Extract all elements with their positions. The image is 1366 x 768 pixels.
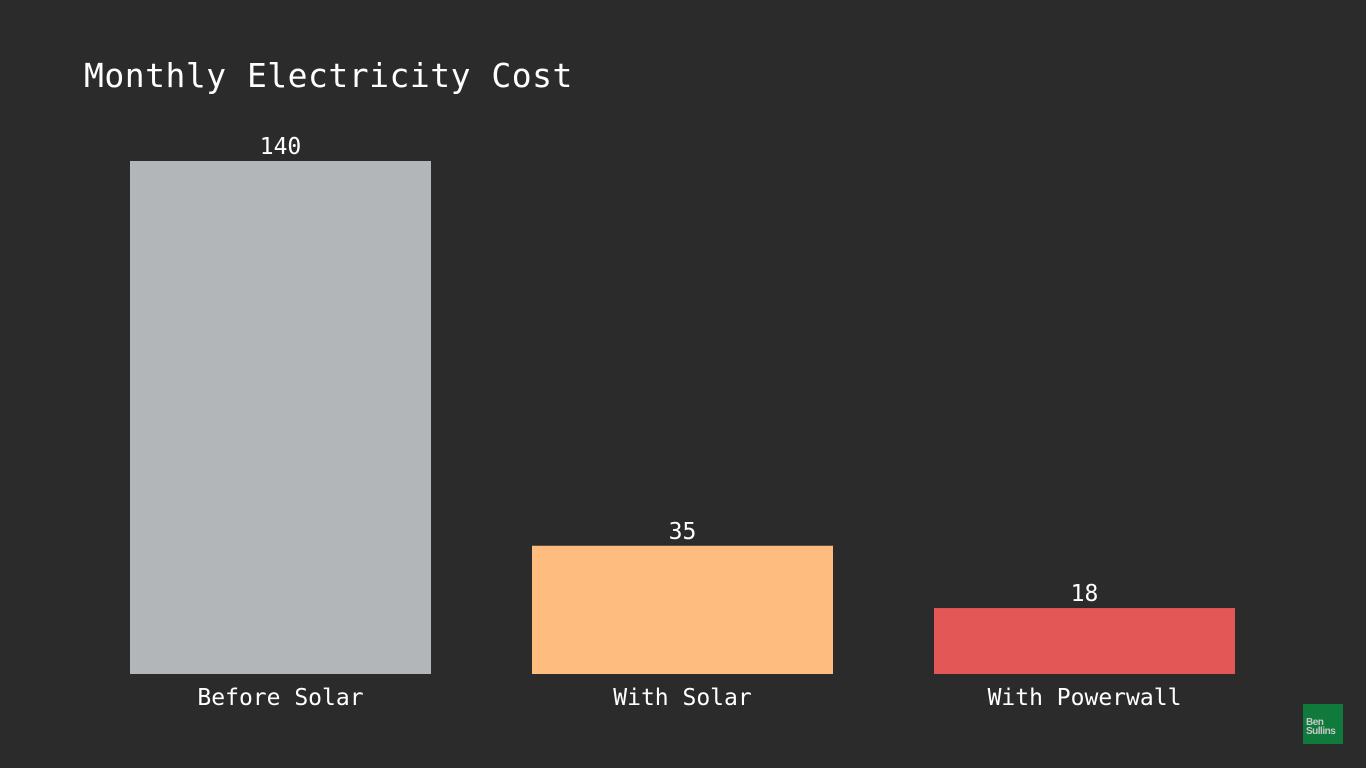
bar-0	[130, 161, 431, 674]
chart-title: Monthly Electricity Cost	[84, 56, 573, 95]
logo-text: Ben Sullins	[1306, 717, 1336, 737]
data-label: 140	[260, 134, 302, 160]
logo: Ben Sullins	[1303, 704, 1343, 744]
category-label: With Powerwall	[988, 685, 1182, 711]
bar-2	[934, 608, 1235, 674]
data-label: 18	[1071, 581, 1099, 607]
bar-1	[532, 545, 833, 674]
category-label: Before Solar	[197, 685, 363, 711]
data-label: 35	[669, 519, 697, 545]
category-label: With Solar	[613, 685, 751, 711]
